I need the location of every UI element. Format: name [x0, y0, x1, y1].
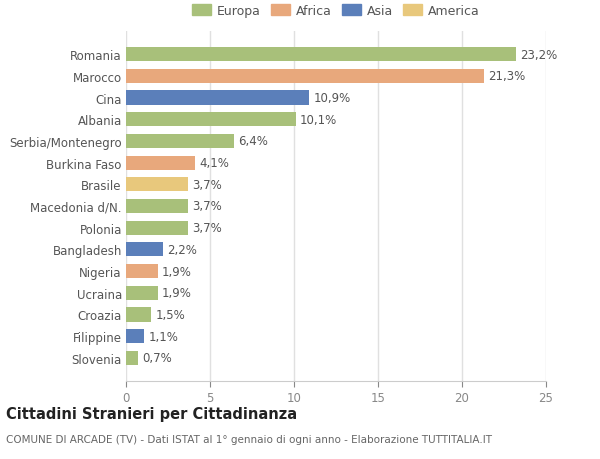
Text: COMUNE DI ARCADE (TV) - Dati ISTAT al 1° gennaio di ogni anno - Elaborazione TUT: COMUNE DI ARCADE (TV) - Dati ISTAT al 1°… — [6, 434, 492, 444]
Text: 1,9%: 1,9% — [162, 287, 192, 300]
Bar — [126, 243, 163, 257]
Text: 3,7%: 3,7% — [193, 222, 222, 235]
Bar — [126, 351, 138, 365]
Bar — [126, 156, 195, 170]
Text: 21,3%: 21,3% — [488, 70, 525, 83]
Bar — [126, 70, 484, 84]
Text: 1,5%: 1,5% — [155, 308, 185, 321]
Bar — [126, 200, 188, 213]
Text: 4,1%: 4,1% — [199, 157, 229, 170]
Text: 2,2%: 2,2% — [167, 243, 197, 256]
Bar — [126, 308, 151, 322]
Bar — [126, 178, 188, 192]
Bar — [126, 48, 516, 62]
Text: 6,4%: 6,4% — [238, 135, 268, 148]
Bar — [126, 264, 158, 279]
Bar — [126, 91, 309, 106]
Text: 10,1%: 10,1% — [300, 113, 337, 126]
Text: 3,7%: 3,7% — [193, 179, 222, 191]
Text: 3,7%: 3,7% — [193, 200, 222, 213]
Bar — [126, 221, 188, 235]
Text: 1,9%: 1,9% — [162, 265, 192, 278]
Legend: Europa, Africa, Asia, America: Europa, Africa, Asia, America — [187, 0, 485, 23]
Text: Cittadini Stranieri per Cittadinanza: Cittadini Stranieri per Cittadinanza — [6, 406, 297, 421]
Bar — [126, 286, 158, 300]
Text: 1,1%: 1,1% — [149, 330, 179, 343]
Bar — [126, 134, 233, 149]
Bar — [126, 113, 296, 127]
Text: 10,9%: 10,9% — [313, 92, 350, 105]
Bar — [126, 330, 145, 343]
Text: 23,2%: 23,2% — [520, 49, 557, 62]
Text: 0,7%: 0,7% — [142, 352, 172, 364]
